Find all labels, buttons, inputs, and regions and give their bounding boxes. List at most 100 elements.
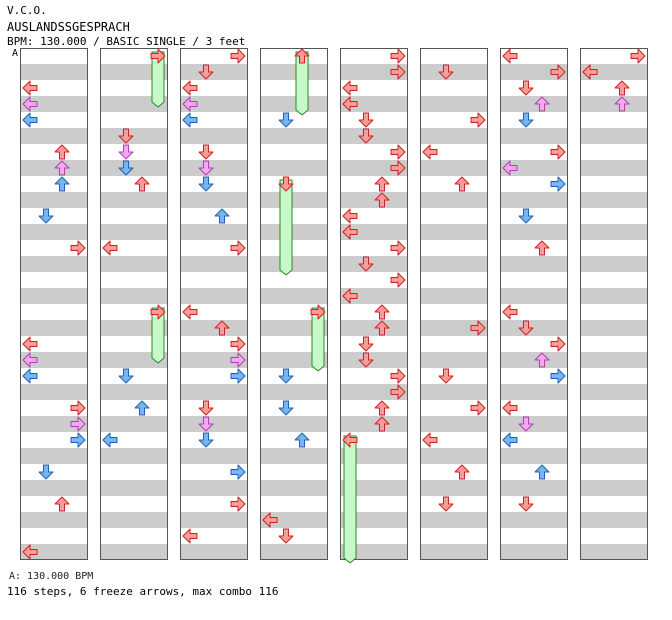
stripe-row	[100, 256, 168, 272]
step-arrow-right	[230, 336, 246, 352]
stripe-row	[500, 192, 568, 208]
stripe-row	[100, 480, 168, 496]
step-arrow-down	[518, 112, 534, 128]
step-arrow-down	[438, 368, 454, 384]
freeze-arrow-down	[279, 179, 293, 276]
step-arrow-right	[230, 48, 246, 64]
stripe-row	[580, 352, 648, 368]
step-arrow-down	[278, 112, 294, 128]
freeze-arrow-right	[151, 51, 165, 108]
stripe-row	[20, 352, 88, 368]
stripe-row	[500, 416, 568, 432]
stripe-row	[260, 320, 328, 336]
stripe-row	[20, 224, 88, 240]
stripe-row	[420, 416, 488, 432]
stripe-row	[580, 96, 648, 112]
stripe-row	[180, 96, 248, 112]
step-arrow-right	[390, 160, 406, 176]
step-arrow-left	[342, 80, 358, 96]
step-arrow-left	[502, 432, 518, 448]
stripe-row	[580, 224, 648, 240]
measure-column	[500, 48, 568, 560]
stripe-row	[260, 128, 328, 144]
step-arrow-left	[422, 144, 438, 160]
column-border	[20, 48, 88, 560]
measure-column	[580, 48, 648, 560]
stripe-row	[340, 96, 408, 112]
step-arrow-right	[230, 352, 246, 368]
freeze-arrow-right	[151, 307, 165, 364]
stripe-row	[100, 384, 168, 400]
stripe-row	[100, 192, 168, 208]
stripe-row	[580, 384, 648, 400]
step-arrow-up	[374, 416, 390, 432]
stripe-row	[100, 352, 168, 368]
step-arrow-left	[22, 96, 38, 112]
step-arrow-up	[294, 48, 310, 64]
stripe-row	[580, 544, 648, 560]
stripe-row	[180, 448, 248, 464]
stripe-row	[260, 256, 328, 272]
stripe-row	[180, 416, 248, 432]
stripe-row	[420, 160, 488, 176]
step-arrow-down	[38, 208, 54, 224]
freeze-arrow-right	[311, 307, 325, 372]
step-arrow-down	[118, 144, 134, 160]
stripe-row	[500, 288, 568, 304]
stripe-row	[340, 384, 408, 400]
stripe-row	[500, 224, 568, 240]
stripe-row	[580, 128, 648, 144]
step-arrow-right	[70, 416, 86, 432]
stripe-row	[20, 384, 88, 400]
stripe-row	[260, 448, 328, 464]
stripe-row	[500, 512, 568, 528]
bpm-note: A: 130.000 BPM	[9, 571, 94, 582]
stripe-row	[260, 64, 328, 80]
stripe-row	[340, 448, 408, 464]
stripe-row	[580, 320, 648, 336]
step-arrow-down	[438, 64, 454, 80]
chart-meta: BPM: 130.000 / BASIC SINGLE / 3 feet	[7, 35, 246, 48]
stripe-row	[180, 256, 248, 272]
stripe-row	[260, 352, 328, 368]
step-arrow-up	[134, 400, 150, 416]
stripe-row	[260, 480, 328, 496]
step-arrow-up	[214, 320, 230, 336]
column-border	[260, 48, 328, 560]
column-border	[340, 48, 408, 560]
step-arrow-right	[150, 304, 166, 320]
step-arrow-up	[134, 176, 150, 192]
step-arrow-up	[54, 496, 70, 512]
stripe-row	[100, 416, 168, 432]
artist-name: V.C.O.	[7, 4, 47, 17]
step-arrow-down	[518, 208, 534, 224]
stripe-row	[340, 352, 408, 368]
step-arrow-down	[358, 112, 374, 128]
stripe-row	[260, 224, 328, 240]
step-arrow-right	[70, 432, 86, 448]
stripe-row	[340, 224, 408, 240]
step-arrow-left	[342, 288, 358, 304]
stripe-row	[580, 64, 648, 80]
step-arrow-down	[278, 400, 294, 416]
stripe-row	[580, 288, 648, 304]
stripe-row	[500, 96, 568, 112]
stripe-row	[580, 512, 648, 528]
step-arrow-up	[294, 432, 310, 448]
stripe-row	[420, 64, 488, 80]
stripe-row	[100, 224, 168, 240]
stripe-row	[340, 416, 408, 432]
stripe-row	[100, 544, 168, 560]
step-arrow-left	[502, 304, 518, 320]
step-arrow-right	[70, 400, 86, 416]
step-arrow-left	[262, 512, 278, 528]
step-arrow-right	[390, 272, 406, 288]
step-arrow-right	[230, 496, 246, 512]
step-arrow-right	[390, 384, 406, 400]
step-arrow-up	[614, 96, 630, 112]
stripe-row	[180, 544, 248, 560]
step-arrow-up	[534, 464, 550, 480]
step-arrow-down	[38, 464, 54, 480]
stripe-row	[180, 384, 248, 400]
step-arrow-up	[614, 80, 630, 96]
